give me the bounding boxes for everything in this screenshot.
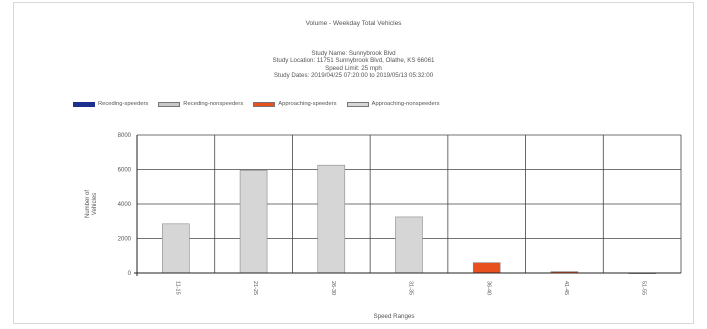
y-tick-label: 4000 — [118, 202, 132, 208]
study-name: Study Name: Sunnybrook Blvd — [311, 50, 396, 57]
y-tick-label: 0 — [128, 271, 132, 277]
legend-item: Receding-speeders — [73, 101, 148, 107]
y-tick-label: 6000 — [118, 168, 132, 174]
chart-frame — [13, 2, 694, 324]
legend-swatch — [253, 101, 276, 107]
x-tick-label: 11-15 — [174, 281, 180, 295]
x-tick-label: 31-35 — [408, 281, 414, 295]
legend-swatch — [346, 101, 369, 107]
bar — [162, 223, 190, 274]
x-tick-label: 36-40 — [485, 281, 491, 295]
study-dates: Study Dates: 2019/04/25 07:20:00 to 2019… — [273, 72, 434, 80]
speed-limit: Speed Limit: 25 mph — [325, 64, 382, 72]
y-axis-label: Number of — [85, 190, 91, 218]
y-tick-labels: 0 2000 4000 6000 8000 — [118, 133, 132, 277]
x-axis-label: Speed Ranges — [374, 313, 415, 320]
axes — [134, 135, 681, 276]
y-tick-label: 8000 — [118, 133, 132, 139]
bar — [395, 216, 423, 274]
y-axis-label: Vehicles — [92, 193, 98, 215]
study-location: Study Location: 11751 Sunnybrook Blvd, O… — [272, 57, 435, 65]
x-tick-label: 21-25 — [252, 281, 258, 295]
chart-legend: Receding-speeders Receding-nonspeeders A… — [73, 99, 450, 109]
legend-label: Receding-nonspeeders — [183, 101, 244, 107]
bars — [162, 164, 656, 274]
chart-title: Volume - Weekday Total Vehicles — [305, 20, 402, 27]
bar — [472, 262, 501, 274]
legend-item: Approaching-nonspeeders — [346, 101, 440, 107]
bar — [239, 170, 268, 274]
bar — [317, 164, 346, 274]
x-tick-label: 26-30 — [330, 281, 336, 295]
legend-item: Approaching-speeders — [253, 101, 337, 107]
legend-item: Receding-nonspeeders — [158, 101, 243, 107]
x-tick-labels: 11-15 21-25 26-30 31-35 36-40 41-45 51-55 — [174, 281, 646, 295]
study-info: Study Name: Sunnybrook Blvd Study Locati… — [0, 50, 707, 80]
legend-swatch — [73, 101, 95, 107]
x-tick-label: 51-55 — [641, 281, 647, 295]
legend-label: Approaching-nonspeeders — [371, 101, 440, 107]
x-tick-label: 41-45 — [563, 281, 569, 295]
legend-swatch — [158, 101, 181, 107]
legend-label: Receding-speeders — [98, 101, 149, 107]
y-tick-label: 2000 — [118, 237, 132, 243]
legend-label: Approaching-speeders — [278, 101, 337, 107]
